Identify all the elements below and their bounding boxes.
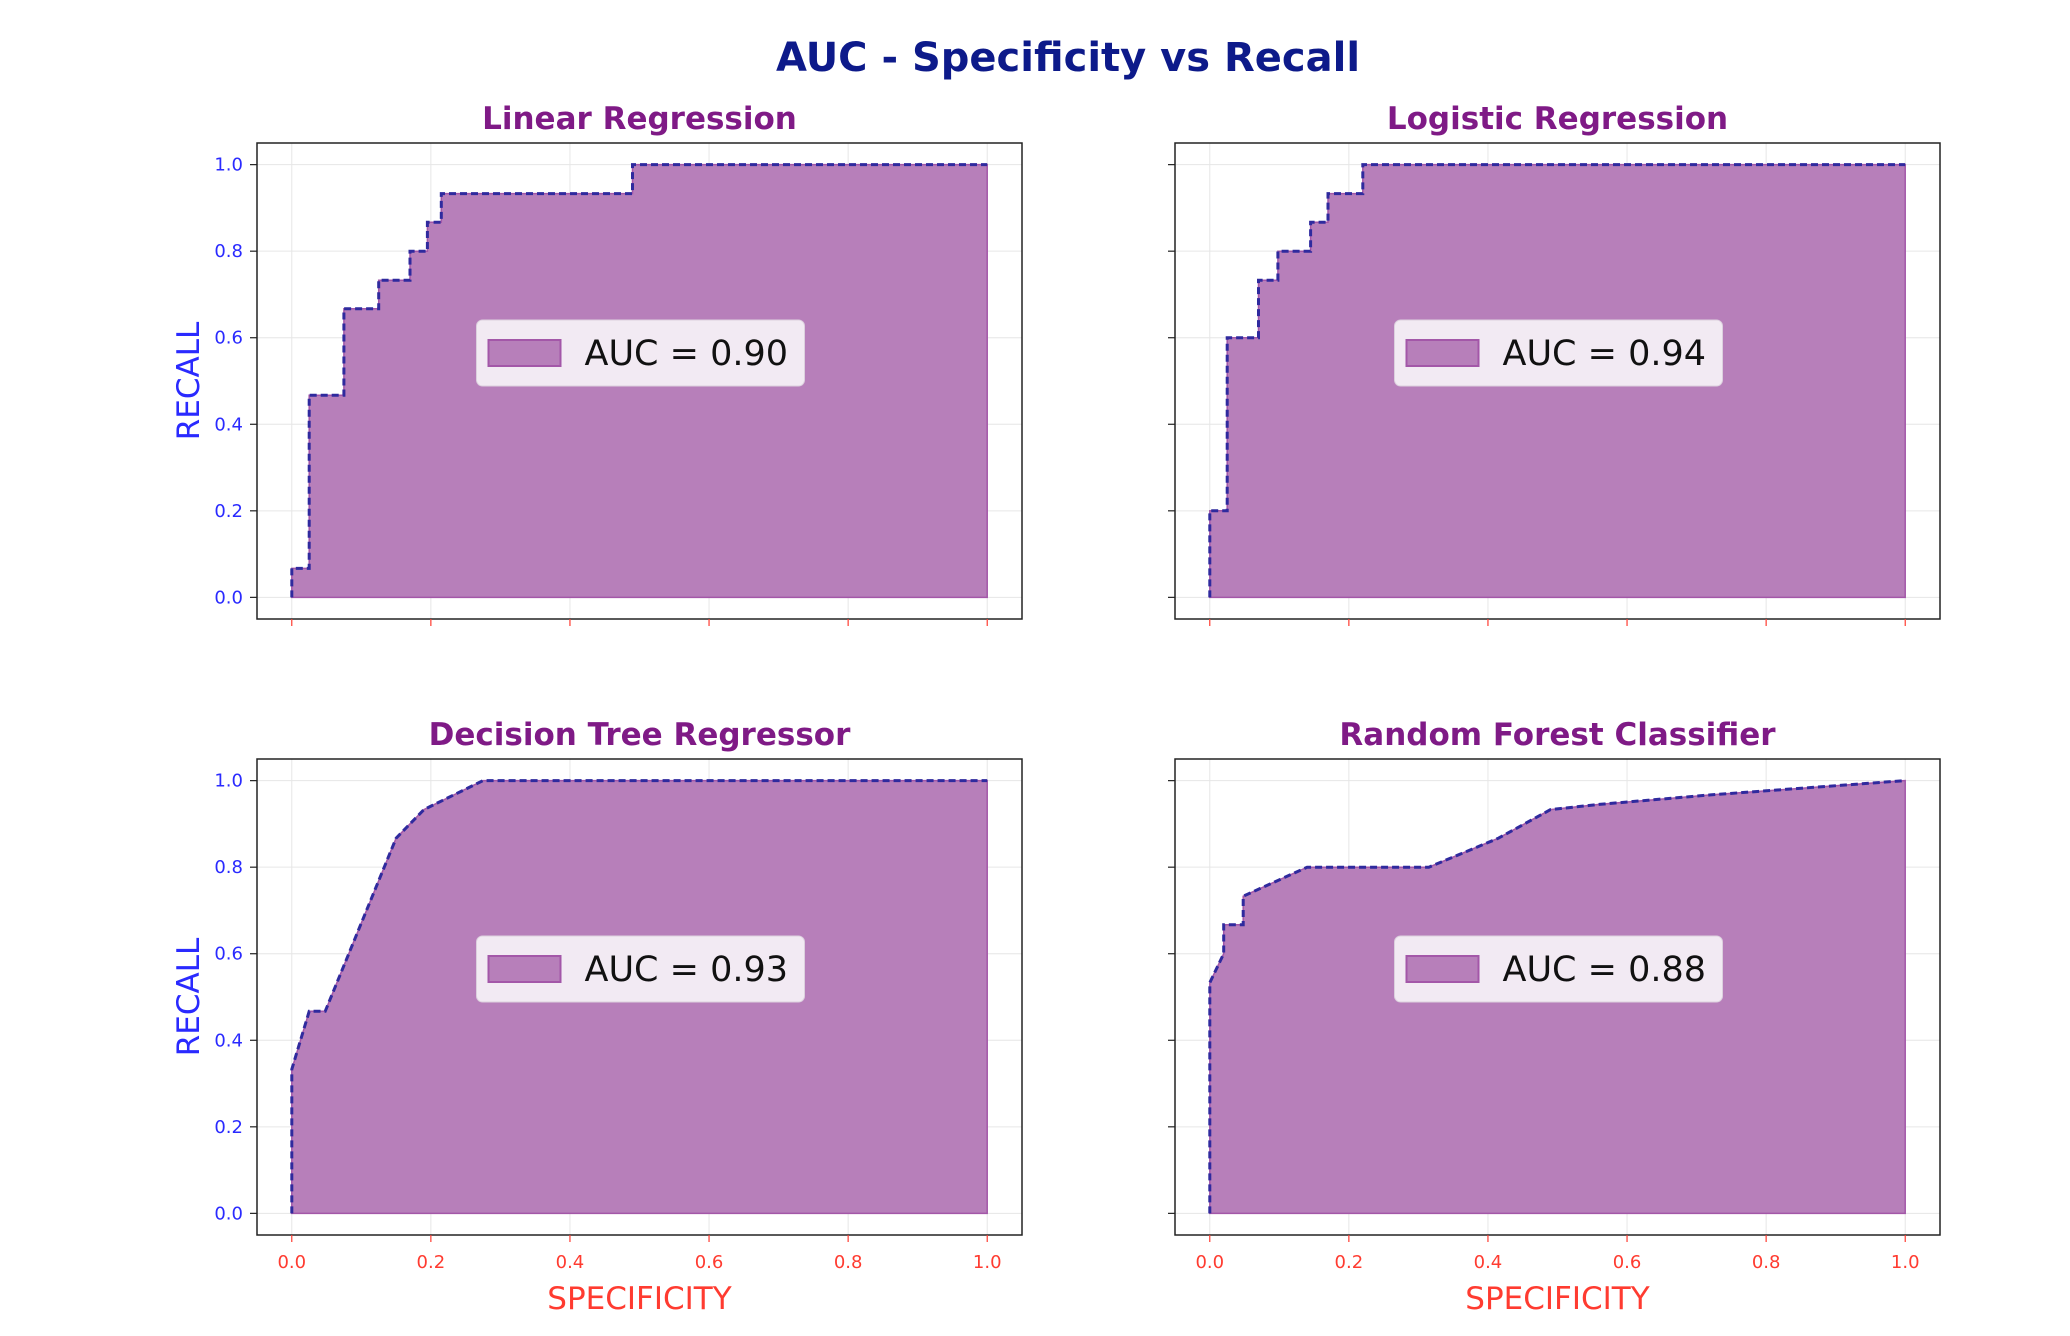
legend-swatch xyxy=(1405,955,1480,983)
legend-label: AUC = 0.90 xyxy=(585,334,789,374)
y-tick-label: 0.8 xyxy=(214,241,243,262)
y-tick-label: 0.2 xyxy=(214,1117,243,1138)
roc-curve-line xyxy=(290,779,988,1214)
subplot-title: Linear Regression xyxy=(482,101,797,137)
y-tick-label: 1.0 xyxy=(214,771,243,792)
legend-label: AUC = 0.88 xyxy=(1503,950,1707,990)
axes-frame xyxy=(256,758,1023,1236)
figure-title: AUC - Specificity vs Recall xyxy=(776,35,1360,81)
subplot-title: Random Forest Classifier xyxy=(1339,717,1776,753)
x-axis-label: SPECIFICITY xyxy=(547,1281,731,1317)
axes-frame xyxy=(1174,758,1941,1236)
x-axis-label: SPECIFICITY xyxy=(1465,1281,1649,1317)
y-axis-label: RECALL xyxy=(171,321,207,440)
subplot-3: Decision Tree Regressor 0.0 0.2 0.4 0.6 0.8 1.… xyxy=(171,717,1023,1317)
subplot-1: Linear Regression 0.0 0.2 0.4 0.6 0.8 1.0 RECAL… xyxy=(171,101,1023,626)
y-axis-label: RECALL xyxy=(171,937,207,1056)
legend: AUC = 0.94 xyxy=(1394,319,1723,387)
subplot-title: Decision Tree Regressor xyxy=(429,717,851,753)
legend-swatch xyxy=(1405,339,1480,367)
x-tick-label: 1.0 xyxy=(973,1252,1002,1273)
x-tick-label: 0.4 xyxy=(556,1252,585,1273)
legend-box xyxy=(476,319,805,387)
legend: AUC = 0.90 xyxy=(476,319,805,387)
x-tick-label: 1.0 xyxy=(1891,1252,1920,1273)
x-tick-label: 0.2 xyxy=(417,1252,446,1273)
axes-frame xyxy=(256,142,1023,620)
legend-swatch xyxy=(487,339,562,367)
legend-box xyxy=(1394,319,1723,387)
x-tick-label: 0.8 xyxy=(834,1252,863,1273)
legend-label: AUC = 0.94 xyxy=(1503,334,1707,374)
x-tick-label: 0.8 xyxy=(1752,1252,1781,1273)
y-tick-label: 0.0 xyxy=(214,587,243,608)
x-tick-label: 0.2 xyxy=(1335,1252,1364,1273)
roc-curve-line xyxy=(1208,779,1906,1214)
x-tick-label: 0.4 xyxy=(1474,1252,1503,1273)
y-tick-label: 1.0 xyxy=(214,155,243,176)
subplot-4: Random Forest Classifier 0.0 0.2 0.4 0.6 0.8 1… xyxy=(1168,717,1941,1317)
subplot-2: Logistic Regression AUC = 0.94 xyxy=(1168,101,1941,626)
y-tick-label: 0.2 xyxy=(214,501,243,522)
legend-swatch xyxy=(487,955,562,983)
legend-box xyxy=(476,935,805,1003)
y-tick-label: 0.6 xyxy=(214,328,243,349)
axes-frame xyxy=(1174,142,1941,620)
x-tick-label: 0.0 xyxy=(1195,1252,1224,1273)
roc-curve-line xyxy=(290,163,988,598)
x-tick-label: 0.0 xyxy=(277,1252,306,1273)
roc-curve-line xyxy=(1208,163,1906,598)
subplots: Linear Regression 0.0 0.2 0.4 0.6 0.8 1.0 RECAL… xyxy=(171,101,1941,1317)
x-tick-label: 0.6 xyxy=(1613,1252,1642,1273)
y-tick-label: 0.6 xyxy=(214,944,243,965)
y-tick-label: 0.4 xyxy=(214,1030,243,1051)
legend: AUC = 0.88 xyxy=(1394,935,1723,1003)
legend: AUC = 0.93 xyxy=(476,935,805,1003)
legend-label: AUC = 0.93 xyxy=(585,950,789,990)
y-tick-label: 0.0 xyxy=(214,1203,243,1224)
legend-box xyxy=(1394,935,1723,1003)
x-tick-label: 0.6 xyxy=(695,1252,724,1273)
y-tick-label: 0.4 xyxy=(214,414,243,435)
y-tick-label: 0.8 xyxy=(214,857,243,878)
subplot-title: Logistic Regression xyxy=(1387,101,1728,137)
